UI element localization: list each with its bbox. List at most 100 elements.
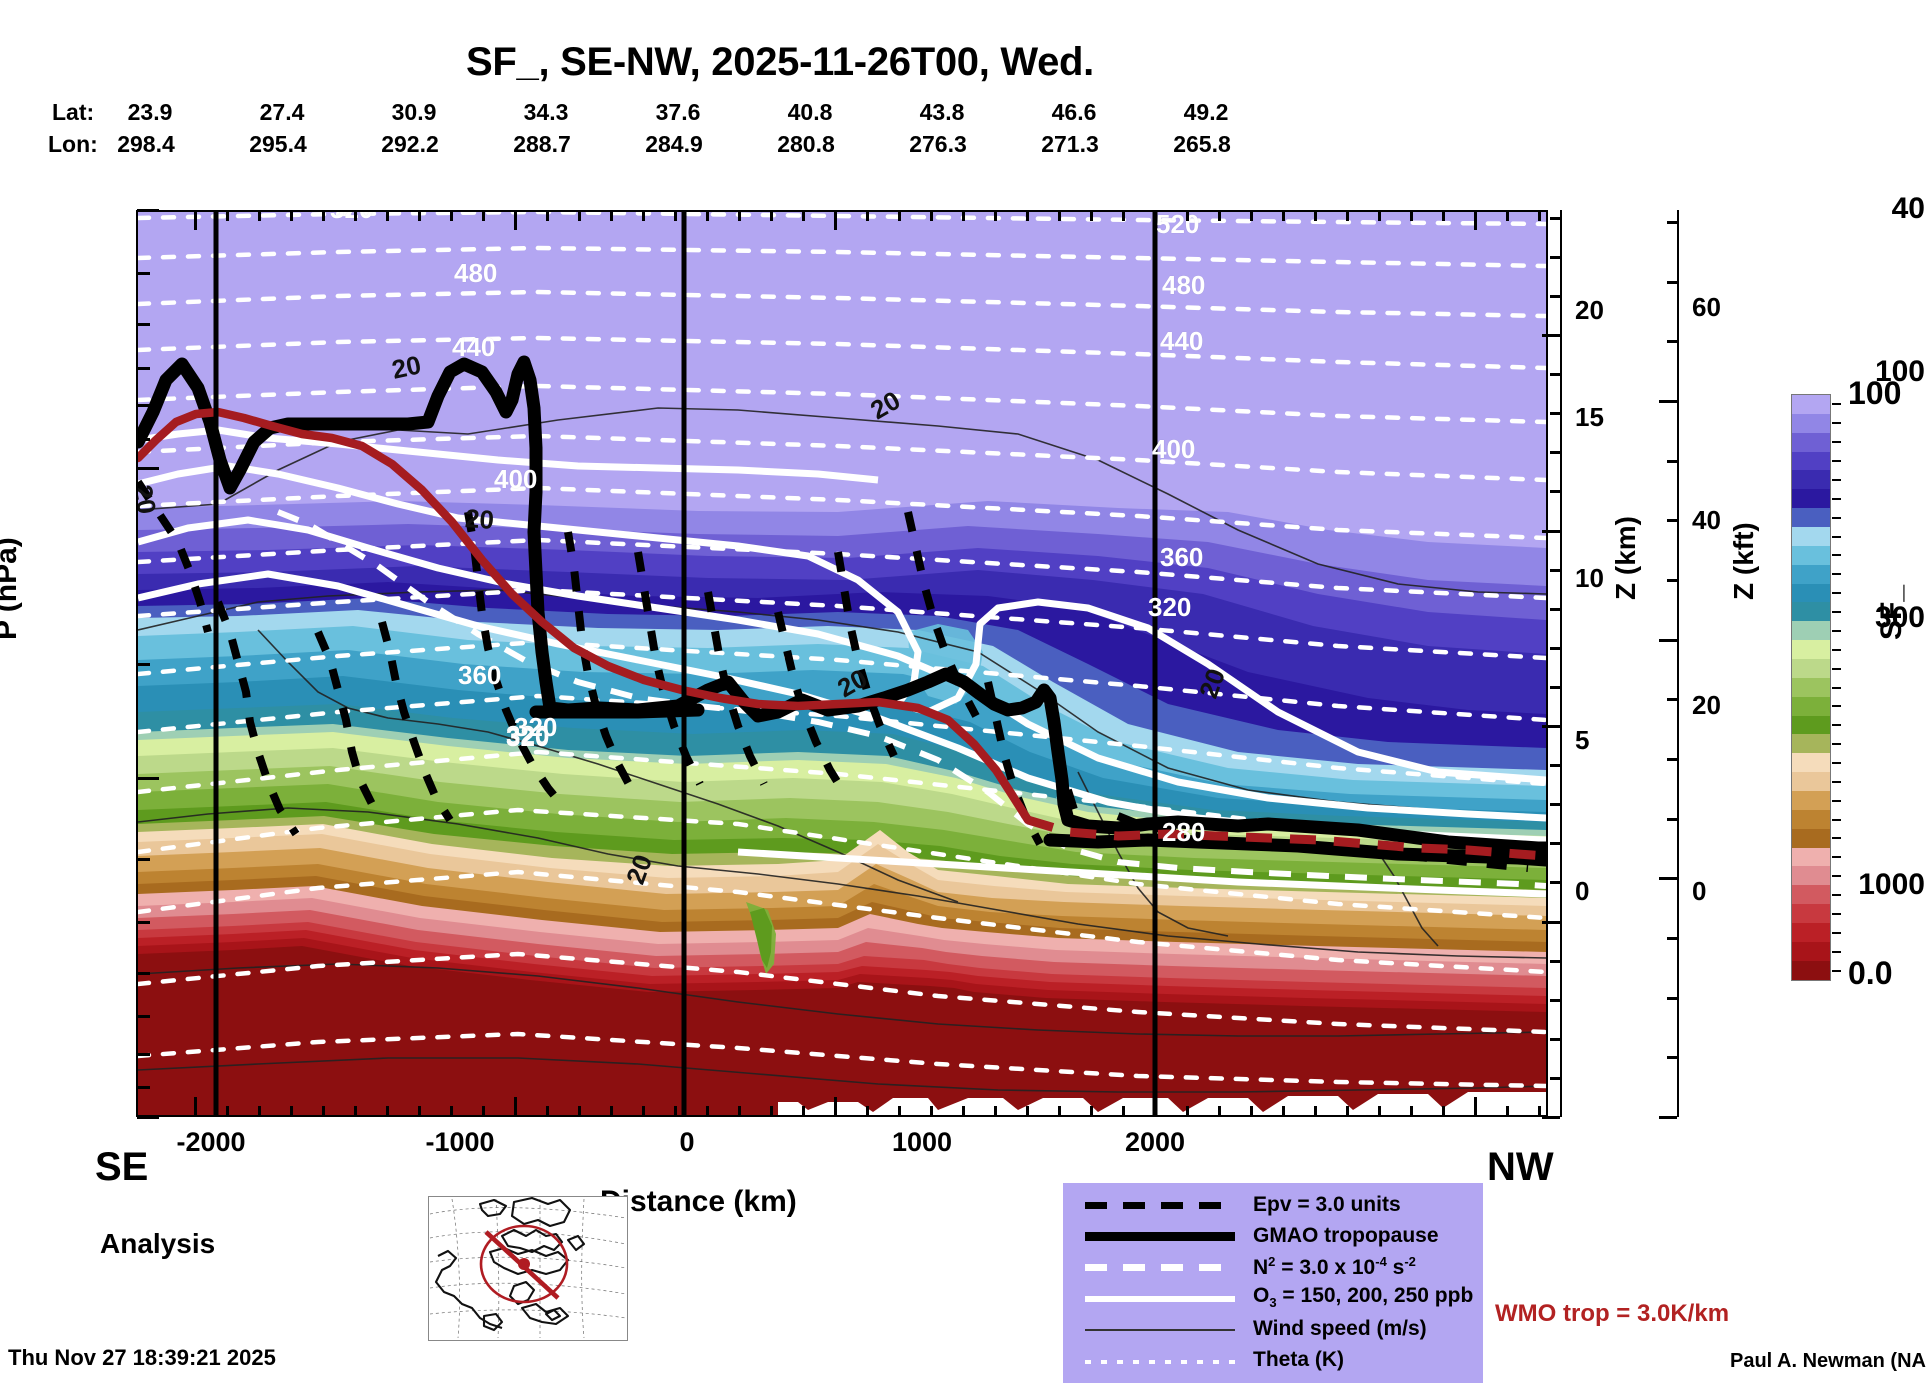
theta-label-320-top: 320 [330, 212, 373, 225]
zkft-tick-60: 60 [1692, 292, 1721, 322]
wind-label-3: 20 [464, 503, 495, 535]
theta-label-320-lower: 320 [514, 712, 558, 742]
colorbar-tick [1832, 912, 1841, 915]
colorbar-segment [1792, 847, 1830, 867]
theta-label-360-left: 360 [458, 660, 502, 690]
colorbar-tick [1832, 686, 1841, 689]
x-axis-tick [1538, 1106, 1542, 1117]
colorbar-tick [1832, 818, 1841, 821]
zkft-axis-label: Z (kft) [1728, 522, 1759, 600]
legend-panel: Epv = 3.0 units GMAO tropopause N2 = 3.0… [1063, 1183, 1483, 1383]
x-axis-tick [769, 1106, 773, 1117]
zkft-tick-mark [1659, 877, 1677, 881]
x-axis-tick-top [673, 210, 677, 221]
colorbar-label: SF_ [1875, 584, 1908, 640]
zkm-tick-mark [1550, 685, 1560, 689]
y-axis-tick [137, 437, 150, 441]
wmo-tropopause-note: WMO trop = 3.0K/km [1495, 1300, 1730, 1327]
x-axis-tick [801, 1106, 805, 1117]
x-axis-tick [1218, 1106, 1222, 1117]
x-axis-tick-top [801, 210, 805, 221]
lat-value-8: 49.2 [1183, 99, 1229, 125]
colorbar-segment [1792, 602, 1830, 622]
theta-label-440-left: 440 [452, 332, 496, 362]
zkm-tick-mark [1550, 255, 1560, 259]
colorbar-segment [1792, 809, 1830, 829]
colorbar-segment [1792, 432, 1830, 452]
longitude-header-row: Lon: 298.4 295.4 292.2 288.7 284.9 280.8… [0, 131, 1926, 161]
x-axis-tick [385, 1106, 389, 1117]
zkft-axis-line [1677, 210, 1679, 1117]
legend-item-epv: Epv = 3.0 units [1063, 1189, 1483, 1220]
zkm-tick-mark [1550, 764, 1560, 768]
x-axis-tick-top [1410, 210, 1414, 221]
x-axis-tick-top [353, 210, 357, 221]
zkm-tick-mark [1550, 412, 1560, 416]
x-axis-tick-top [321, 210, 325, 221]
theta-label-480-left: 480 [454, 258, 498, 288]
zkft-tick-mark [1667, 996, 1677, 1000]
lon-value-0: 298.4 [117, 131, 175, 157]
x-axis-tick [1058, 1106, 1062, 1117]
colorbar-segment [1792, 621, 1830, 641]
cross-section-plot[interactable]: 320 480 440 400 360 320 520 480 440 400 … [136, 210, 1548, 1117]
zkft-tick-40: 40 [1692, 505, 1721, 535]
inset-location-map[interactable] [428, 1196, 628, 1368]
colorbar-tick [1832, 554, 1841, 557]
colorbar-tick [1832, 648, 1841, 651]
zkm-tick-mark [1550, 881, 1560, 885]
colorbar-segment [1792, 395, 1830, 414]
lon-value-4: 284.9 [645, 131, 703, 157]
analysis-label: Analysis [100, 1228, 216, 1259]
y-tick-300: 300 [1874, 601, 1925, 634]
zkft-tick-0: 0 [1692, 876, 1707, 906]
x-axis-tick-top [1442, 210, 1446, 221]
x-axis-tick-top [866, 210, 869, 221]
y-axis-tick [137, 1015, 150, 1019]
legend-label-wind: Wind speed (m/s) [1253, 1316, 1427, 1340]
zkft-tick-mark [1667, 340, 1677, 344]
colorbar-segment [1792, 451, 1830, 471]
colorbar[interactable] [1791, 394, 1831, 981]
latitude-header-row: Lat: 23.9 27.4 30.9 34.3 37.6 40.8 43.8 … [0, 99, 1926, 129]
colorbar-tick [1832, 743, 1841, 746]
y-axis-tick [137, 323, 150, 327]
y-axis-tick [137, 920, 150, 924]
x-axis-tick-top [1154, 210, 1158, 230]
colorbar-segment [1792, 640, 1830, 660]
colorbar-segment [1792, 564, 1830, 584]
colorbar-segment [1792, 470, 1830, 490]
x-axis-tick [1346, 1106, 1350, 1117]
x-axis-tick-top [1538, 210, 1542, 221]
x-axis-tick-top [545, 210, 549, 221]
thin-black-line-icon [1085, 1319, 1235, 1339]
lat-value-0: 23.9 [127, 99, 173, 125]
solid-black-line-icon [1085, 1226, 1235, 1246]
zkm-tick-15: 15 [1575, 402, 1604, 432]
colorbar-segment [1792, 677, 1830, 697]
field-svg [138, 212, 1546, 1115]
colorbar-tick [1832, 611, 1841, 614]
y-axis-tick [137, 366, 150, 370]
zkft-tick-mark [1659, 399, 1677, 403]
x-axis-tick-top [1314, 210, 1318, 221]
colorbar-segment [1792, 527, 1830, 546]
x-axis-tick-top [1090, 210, 1094, 221]
x-axis-tick-top [705, 210, 709, 221]
colorbar-segment [1792, 696, 1830, 716]
colorbar-tick [1832, 780, 1841, 783]
theta-label-480-right: 480 [1162, 270, 1206, 300]
x-axis-tick [737, 1106, 741, 1117]
x-axis-tick-top [609, 210, 613, 221]
x-axis-tick [321, 1106, 325, 1117]
zkm-tick-mark [1550, 451, 1560, 455]
x-axis-tick [1410, 1106, 1414, 1117]
zkm-tick-10: 10 [1575, 563, 1604, 593]
zkft-tick-mark [1667, 817, 1677, 821]
colorbar-segment [1792, 923, 1830, 942]
zkft-tick-mark [1667, 220, 1677, 224]
colorbar-tick [1832, 441, 1841, 444]
colorbar-segment [1792, 734, 1830, 754]
zkm-tick-mark [1550, 216, 1560, 220]
lon-value-1: 295.4 [249, 131, 307, 157]
